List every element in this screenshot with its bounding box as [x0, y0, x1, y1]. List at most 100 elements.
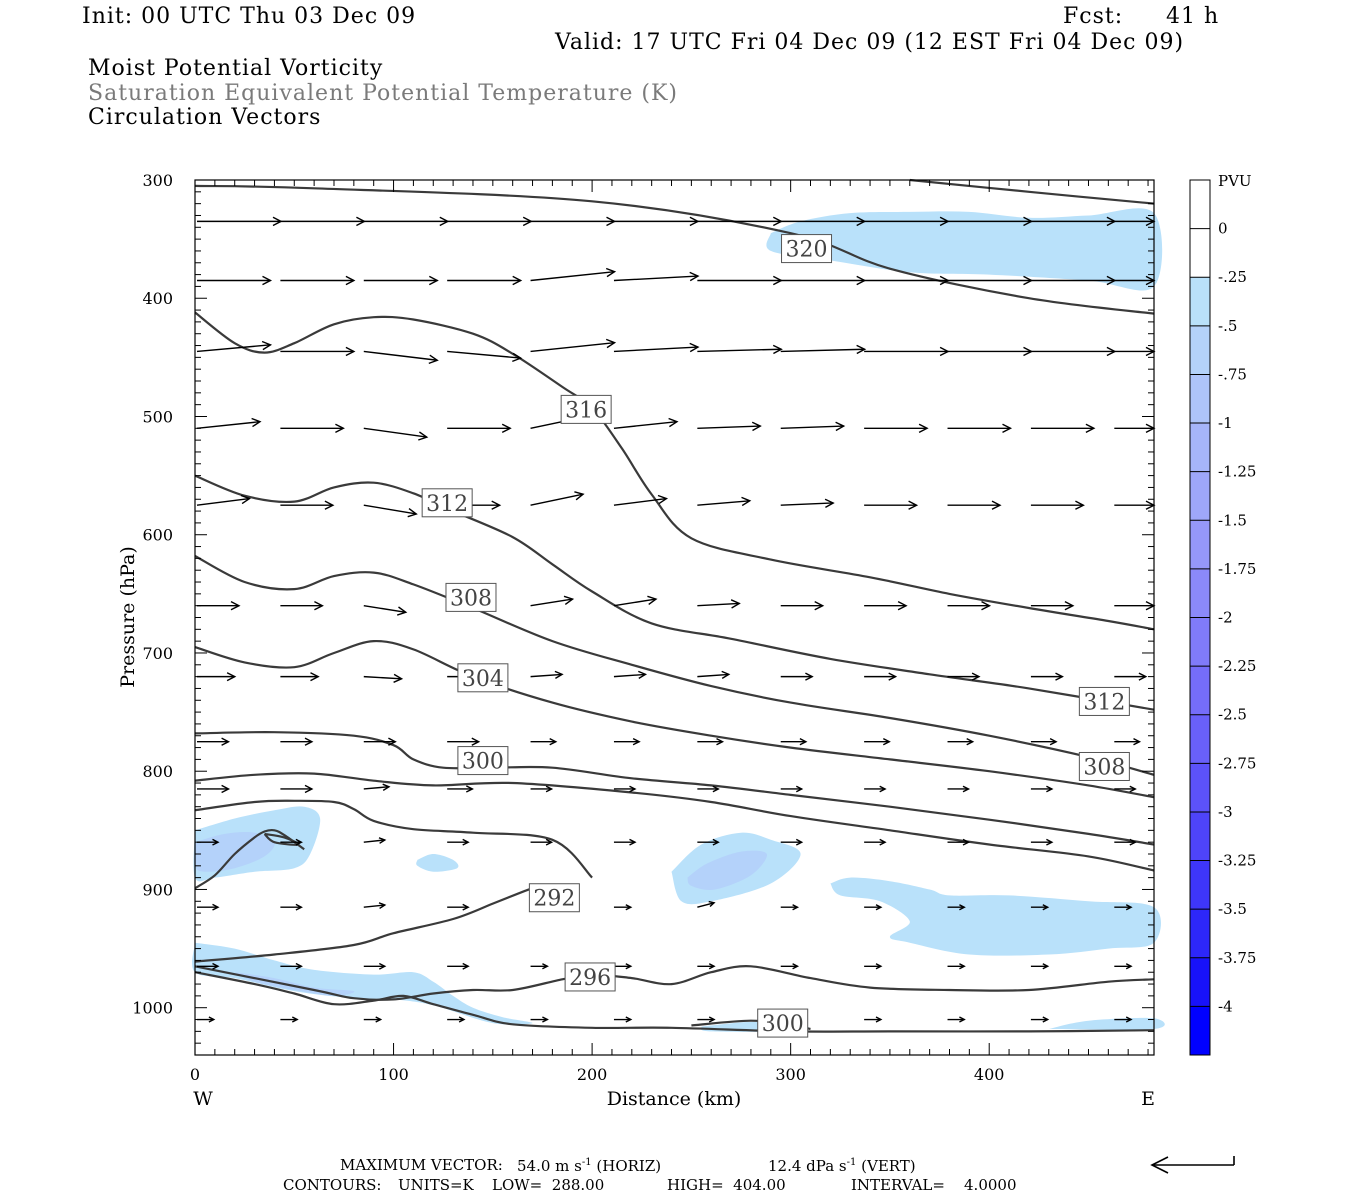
- vector-arrowhead: [879, 838, 887, 846]
- circulation-vector: [530, 271, 615, 282]
- vector-arrowhead: [545, 785, 554, 793]
- vector-arrowhead: [991, 500, 1002, 510]
- colorbar-swatch: [1190, 909, 1210, 958]
- colorbar-label: -3.5: [1218, 900, 1247, 918]
- forecast-label: Fcst:: [1063, 4, 1124, 29]
- vector-arrowhead: [512, 352, 523, 363]
- circulation-vector: [613, 673, 646, 678]
- circulation-vector: [697, 902, 715, 908]
- vector-arrowhead: [959, 904, 966, 911]
- circulation-vector: [363, 350, 438, 361]
- theta-contour: [909, 178, 1155, 205]
- vector-arrowhead: [428, 275, 439, 286]
- vector-arrowhead: [721, 670, 731, 679]
- vector-arrowhead: [629, 838, 637, 846]
- vector-arrowhead: [805, 672, 814, 681]
- circulation-vector: [363, 786, 390, 790]
- contour-label: 320: [786, 238, 828, 263]
- vector-arrowhead: [712, 838, 720, 846]
- vector-arrowhead: [295, 962, 303, 970]
- vector-arrowhead: [375, 1016, 383, 1023]
- vector-arrowhead: [501, 423, 512, 434]
- contours-low: LOW= 288.00: [492, 1176, 605, 1194]
- pv-region: [687, 850, 768, 890]
- vector-arrowhead: [291, 1016, 299, 1023]
- theta-contour: [194, 772, 1155, 872]
- init-time: Init: 00 UTC Thu 03 Dec 09: [82, 4, 417, 29]
- vector-arrowhead: [824, 498, 835, 509]
- vector-arrowhead: [1125, 904, 1133, 911]
- colorbar-swatch: [1190, 277, 1210, 326]
- vector-arrowhead: [226, 672, 237, 682]
- field-title-thetae: Saturation Equivalent Potential Temperat…: [88, 81, 678, 106]
- colorbar-label: -1.5: [1218, 511, 1247, 529]
- vector-arrowhead: [795, 838, 804, 846]
- contour-label: 308: [450, 586, 492, 611]
- colorbar-label: -3: [1218, 803, 1233, 821]
- y-tick-label: 700: [142, 644, 173, 663]
- circulation-vector: [530, 341, 615, 353]
- pv-region: [234, 972, 355, 996]
- theta-contour: [194, 828, 305, 890]
- circulation-vector: [530, 493, 584, 506]
- vector-arrowhead: [240, 494, 252, 505]
- vector-arrowhead: [879, 785, 887, 793]
- vector-arrowhead: [542, 963, 549, 970]
- circulation-vector: [697, 673, 729, 678]
- vector-arrowhead: [230, 600, 241, 611]
- circulation-vector: [697, 500, 750, 506]
- x-east-label: E: [1141, 1088, 1155, 1110]
- vector-arrowhead: [335, 423, 345, 434]
- contour-label: 300: [762, 1012, 804, 1037]
- vector-arrowhead: [1055, 672, 1064, 681]
- circulation-vector: [697, 348, 782, 353]
- vector-arrowhead: [295, 903, 303, 911]
- vector-arrowhead: [1138, 672, 1148, 681]
- x-tick-label: 100: [378, 1065, 409, 1084]
- colorbar-swatch: [1190, 811, 1210, 861]
- colorbar-label: 0: [1218, 220, 1228, 238]
- x-axis-label: Distance (km): [607, 1088, 742, 1110]
- pv-region: [192, 942, 533, 1025]
- x-tick-label: 400: [974, 1065, 1005, 1084]
- vector-arrowhead: [1042, 904, 1050, 911]
- vector-arrowhead: [304, 784, 314, 794]
- circulation-vector: [613, 421, 678, 430]
- colorbar-label: -2: [1218, 609, 1233, 627]
- vector-arrowhead: [875, 904, 883, 911]
- vector-arrowhead: [959, 1016, 966, 1023]
- vector-arrowhead: [882, 737, 891, 746]
- vector-arrowhead: [1075, 500, 1085, 510]
- vector-arrowhead: [638, 670, 648, 680]
- theta-contour: [194, 555, 1155, 776]
- vector-arrowhead: [605, 338, 617, 349]
- theta-contour: [194, 639, 1155, 799]
- y-tick-label: 300: [142, 171, 173, 190]
- theta-contour: [194, 311, 1155, 631]
- vector-arrowhead: [835, 421, 846, 432]
- vector-arrowhead: [971, 672, 981, 681]
- vector-arrowhead: [345, 346, 356, 357]
- vector-arrowhead: [689, 342, 700, 353]
- theta-contour: [194, 184, 1155, 315]
- circulation-vector: [780, 348, 865, 353]
- vector-arrowhead: [1129, 838, 1137, 846]
- circulation-vector: [613, 497, 667, 506]
- pv-colorbar: 0 -.25 -.5 -.75 -1 -1.25 -1.5 -1.75 -2 -2.25 -2.5 -…: [1189, 179, 1256, 1056]
- reference-vector-arrow: [1150, 1156, 1235, 1174]
- vector-arrowhead: [795, 785, 804, 793]
- vector-arrowhead: [378, 962, 387, 970]
- vector-arrowhead: [629, 785, 637, 793]
- vector-arrowhead: [458, 1016, 466, 1023]
- vector-arrowhead: [799, 737, 808, 746]
- contours-high: HIGH= 404.00: [667, 1176, 786, 1194]
- colorbar-swatch: [1190, 471, 1210, 521]
- vector-arrowhead: [1042, 963, 1050, 970]
- vector-arrowhead: [549, 737, 558, 746]
- y-tick-label: 500: [142, 407, 173, 426]
- circulation-vector: [613, 275, 698, 282]
- contour-label-box: [457, 746, 509, 776]
- vector-arrowhead: [542, 1016, 549, 1023]
- circulation-vector: [363, 839, 385, 843]
- circulation-vector: [613, 346, 698, 353]
